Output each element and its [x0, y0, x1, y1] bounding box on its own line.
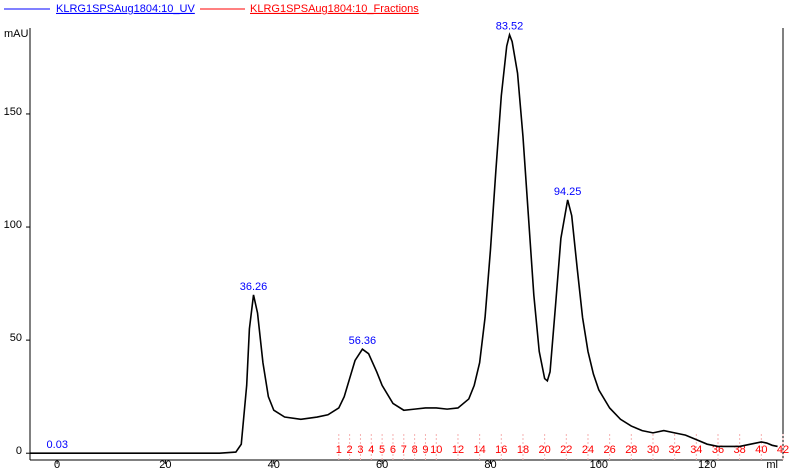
legend-label[interactable]: KLRG1SPSAug1804:10_Fractions	[250, 3, 419, 15]
fraction-label: 14	[474, 444, 486, 456]
fraction-label: 1	[336, 444, 342, 456]
x-axis-label: ml	[766, 459, 778, 471]
peak-label: 94.25	[554, 186, 582, 198]
fraction-label: 2	[347, 444, 353, 456]
fraction-label: 3	[357, 444, 363, 456]
x-tick-label: 80	[484, 459, 496, 471]
y-tick-label: 150	[4, 106, 22, 118]
x-tick-label: 40	[268, 459, 280, 471]
x-tick-label: 20	[159, 459, 171, 471]
fraction-label: 9	[422, 444, 428, 456]
fraction-label: 12	[452, 444, 464, 456]
fraction-label: 16	[495, 444, 507, 456]
x-tick-label: 60	[376, 459, 388, 471]
x-tick-label: 120	[698, 459, 716, 471]
fraction-label: 28	[625, 444, 637, 456]
peak-label: 56.36	[349, 335, 377, 347]
legend-label[interactable]: KLRG1SPSAug1804:10_UV	[56, 3, 195, 15]
fraction-label: 34	[690, 444, 702, 456]
peak-label: 36.26	[240, 281, 268, 293]
y-tick-label: 0	[16, 445, 22, 457]
y-tick-label: 50	[10, 332, 22, 344]
peak-label: 0.03	[47, 439, 68, 451]
fraction-label: 18	[517, 444, 529, 456]
fraction-label: 10	[430, 444, 442, 456]
fraction-label: 32	[669, 444, 681, 456]
fraction-label: 4	[368, 444, 374, 456]
fraction-label: 6	[390, 444, 396, 456]
fraction-label: 40	[755, 444, 767, 456]
fraction-label: 22	[560, 444, 572, 456]
fraction-label: 24	[582, 444, 594, 456]
y-tick-label: 100	[4, 219, 22, 231]
fraction-label: 7	[401, 444, 407, 456]
x-tick-label: 0	[54, 459, 60, 471]
x-tick-label: 100	[590, 459, 608, 471]
fraction-label: 42	[777, 444, 789, 456]
fraction-label: 20	[539, 444, 551, 456]
fraction-label: 30	[647, 444, 659, 456]
fraction-label: 26	[604, 444, 616, 456]
fraction-label: 8	[412, 444, 418, 456]
y-axis-label: mAU	[4, 28, 29, 40]
fraction-label: 5	[379, 444, 385, 456]
uv-line	[30, 32, 778, 455]
peak-label: 83.52	[496, 21, 524, 33]
